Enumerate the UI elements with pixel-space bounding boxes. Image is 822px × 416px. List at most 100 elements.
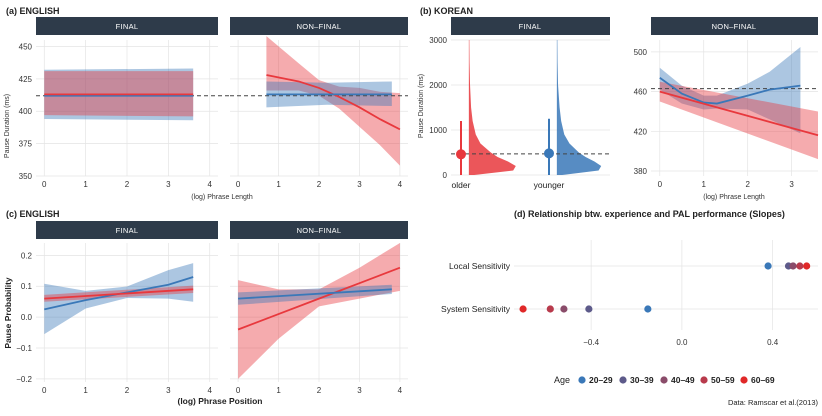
chart-d-point-1-1 xyxy=(585,305,593,313)
chart-a-final-xtick-0: 0 xyxy=(42,180,47,189)
strip-b-final-label: FINAL xyxy=(519,22,542,31)
chart-c-final-xtick-4: 4 xyxy=(208,386,213,395)
chart-c-final-xtick-0: 0 xyxy=(42,386,47,395)
strip-b-nonfinal-label: NON–FINAL xyxy=(712,22,757,31)
chart-c-final-ytick-1: −0.1 xyxy=(16,344,32,353)
chart-c-final-xtick-2: 2 xyxy=(125,386,130,395)
chart-b-nonfinal-xtick-1: 1 xyxy=(702,180,707,189)
chart-c-nonfinal-band-red xyxy=(238,243,400,379)
strip-c-final: FINAL xyxy=(36,221,218,239)
chart-c-final-facet xyxy=(36,243,218,382)
chart-c-nonfinal-xtick-3: 3 xyxy=(357,386,362,395)
chart-d-point-0-0 xyxy=(764,262,772,270)
legend-label-4: 60–69 xyxy=(751,375,775,385)
chart-c-final-line-blue xyxy=(44,276,194,311)
chart-b-nonfinal-xtick-2: 2 xyxy=(745,180,750,189)
chart-d: Local Sensitivity System Sensitivity −0.4 0… xyxy=(441,240,818,347)
chart-a-final-xtick-3: 3 xyxy=(166,180,171,189)
legend-swatch-1 xyxy=(619,376,627,384)
chart-a-nonfinal-xtick-0: 0 xyxy=(236,180,241,189)
strip-a-nonfinal: NON–FINAL xyxy=(230,17,408,35)
chart-d-xtick-2: 0.4 xyxy=(767,338,779,347)
chart-a-final-ytick-2: 400 xyxy=(19,107,33,116)
chart-b-nonfinal-ytick-3: 500 xyxy=(634,48,648,57)
chart-d-xtick-1: 0.0 xyxy=(676,338,688,347)
chart-d-point-4-1 xyxy=(519,305,527,313)
chart-b-nonfinal-ytick-1: 420 xyxy=(634,127,648,136)
chart-a-nonfinal-band-red xyxy=(266,36,400,166)
legend-label-3: 50–59 xyxy=(711,375,735,385)
chart-b-final-density-younger xyxy=(557,40,602,175)
chart-b-final-ytick-0: 0 xyxy=(443,171,448,180)
chart-a-nonfinal-xtick-1: 1 xyxy=(276,180,281,189)
chart-a: 350 375 400 425 450 0 1 2 3 4 0 1 2 3 4 xyxy=(19,36,408,189)
chart-c-final-line-red xyxy=(44,288,194,300)
panel-d-label: (d) Relationship btw. experience and PAL… xyxy=(514,209,785,219)
legend-label-2: 40–49 xyxy=(671,375,695,385)
chart-d-point-4-0 xyxy=(803,262,811,270)
chart-d-point-3-1 xyxy=(546,305,554,313)
chart-a-nonfinal-facet xyxy=(230,36,408,177)
chart-b-xlabel: (log) Phrase Length xyxy=(703,194,765,201)
chart-d-xtick-0: −0.4 xyxy=(583,338,599,347)
chart-c-final-ytick-2: 0.0 xyxy=(21,313,33,322)
chart-b-final-category-younger: younger xyxy=(534,180,565,190)
chart-d-category-1: System Sensitivity xyxy=(441,304,511,314)
legend-label-0: 20–29 xyxy=(589,375,613,385)
legend-swatch-3 xyxy=(700,376,708,384)
chart-d-category-0: Local Sensitivity xyxy=(449,261,511,271)
chart-c-final-ytick-4: 0.2 xyxy=(21,251,33,260)
chart-b-final-mean-older xyxy=(456,149,466,160)
chart-a-nonfinal-xtick-3: 3 xyxy=(357,180,362,189)
chart-a-final-ytick-3: 425 xyxy=(19,75,33,84)
chart-b-final-category-older: older xyxy=(452,180,471,190)
chart-b-final-ytick-2: 2000 xyxy=(429,81,447,90)
chart-b-nonfinal-ytick-2: 460 xyxy=(634,88,648,97)
legend-title: Age xyxy=(554,375,570,385)
legend: 20–29 30–39 40–49 50–59 60–69 xyxy=(578,375,775,385)
chart-c-nonfinal-line-blue xyxy=(238,288,392,300)
strip-a-nonfinal-label: NON–FINAL xyxy=(297,22,342,31)
chart-c-final-band-blue xyxy=(44,263,194,335)
panel-c-label: (c) ENGLISH xyxy=(6,209,60,219)
chart-d-point-3-0 xyxy=(796,262,804,270)
chart-c-nonfinal-xtick-1: 1 xyxy=(276,386,281,395)
legend-swatch-2 xyxy=(660,376,668,384)
legend-swatch-0 xyxy=(578,376,586,384)
chart-a-xlabel: (log) Phrase Length xyxy=(191,194,253,201)
strip-b-final: FINAL xyxy=(451,17,610,35)
chart-c: −0.2 −0.1 0.0 0.1 0.2 0 1 2 3 4 0 1 2 3 4 xyxy=(16,243,408,395)
chart-c-final-xtick-3: 3 xyxy=(166,386,171,395)
chart-d-point-2-1 xyxy=(560,305,568,313)
panel-a-label: (a) ENGLISH xyxy=(6,6,60,16)
chart-c-nonfinal-xtick-4: 4 xyxy=(398,386,403,395)
chart-c-xlabel: (log) Phrase Position xyxy=(177,396,262,406)
strip-b-nonfinal: NON–FINAL xyxy=(651,17,818,35)
chart-d-point-0-1 xyxy=(644,305,652,313)
chart-b-final-mean-younger xyxy=(544,148,554,159)
chart-c-final-xtick-1: 1 xyxy=(83,386,88,395)
chart-c-nonfinal-xtick-2: 2 xyxy=(317,386,322,395)
chart-a-ylabel: Pause Duration (ms) xyxy=(4,94,11,158)
legend-swatch-4 xyxy=(740,376,748,384)
chart-a-final-xtick-1: 1 xyxy=(83,180,88,189)
chart-b-nonfinal-xtick-3: 3 xyxy=(789,180,794,189)
source-note: Data: Ramscar et al.(2013) xyxy=(728,398,819,407)
chart-c-final-ytick-3: 0.1 xyxy=(21,282,33,291)
legend-label-1: 30–39 xyxy=(630,375,654,385)
chart-c-ylabel: Pause Probability xyxy=(3,277,13,349)
chart-c-nonfinal-line-red xyxy=(237,266,401,331)
strip-c-nonfinal: NON–FINAL xyxy=(230,221,408,239)
chart-a-final-xtick-4: 4 xyxy=(208,180,213,189)
chart-a-final-ytick-0: 350 xyxy=(19,172,33,181)
chart-a-final-facet xyxy=(36,40,230,177)
strip-a-final-label: FINAL xyxy=(116,22,139,31)
chart-b-final-ytick-3: 3000 xyxy=(429,36,447,45)
chart-a-final-xtick-2: 2 xyxy=(125,180,130,189)
chart-b-nonfinal-facet xyxy=(651,40,819,176)
chart-c-final-ytick-0: −0.2 xyxy=(16,375,32,384)
chart-b: 0 1000 2000 3000 older younger 380 420 460 500 0 1 2… xyxy=(429,36,819,190)
chart-a-nonfinal-line-red xyxy=(266,74,401,131)
chart-a-nonfinal-xtick-2: 2 xyxy=(317,180,322,189)
